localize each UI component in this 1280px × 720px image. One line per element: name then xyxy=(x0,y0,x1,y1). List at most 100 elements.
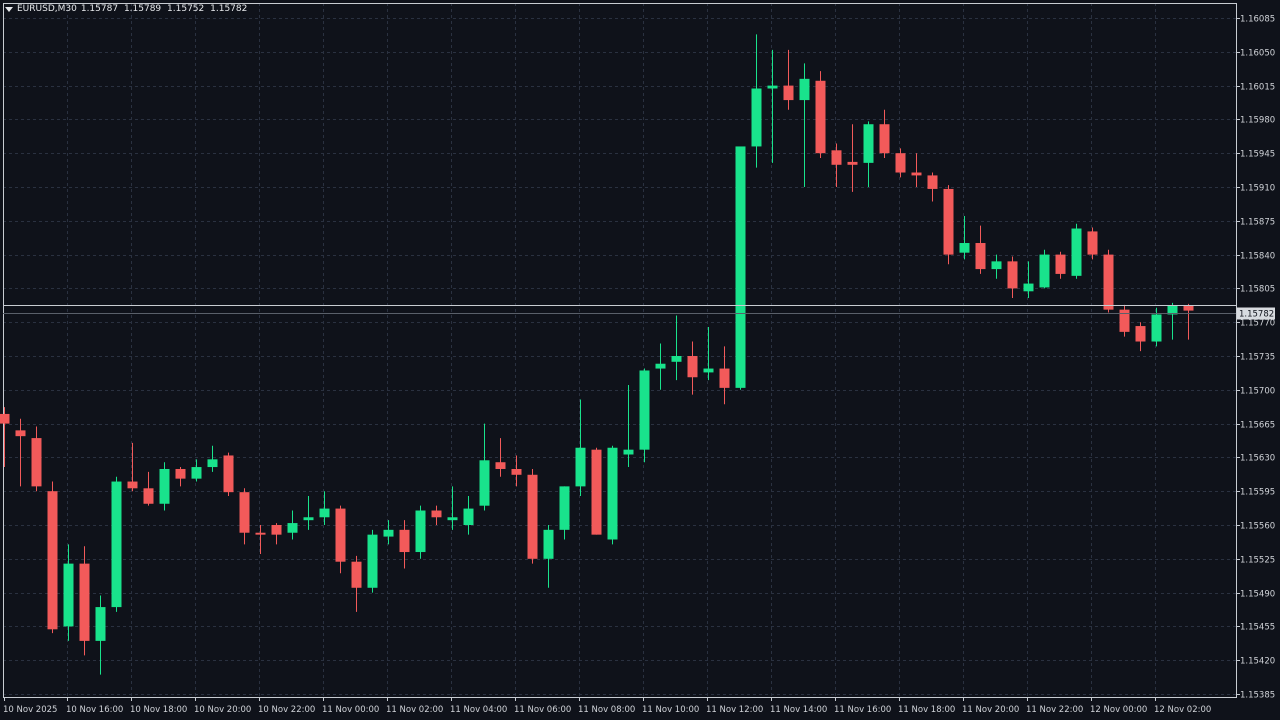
candle-body xyxy=(1087,231,1098,255)
candle-body xyxy=(991,261,1002,270)
candle-body xyxy=(719,368,730,388)
current-price-label: 1.15782 xyxy=(1239,310,1274,320)
candle-body xyxy=(255,532,266,535)
candle-body xyxy=(495,462,506,469)
x-tick-label: 11 Nov 14:00 xyxy=(770,705,827,715)
candle-body xyxy=(303,517,314,521)
candle-body xyxy=(1055,254,1066,274)
candle-body xyxy=(1183,305,1194,311)
candle-body xyxy=(783,85,794,101)
candle-body xyxy=(607,447,618,540)
candle-body xyxy=(0,413,10,424)
y-tick-label: 1.15700 xyxy=(1240,387,1275,397)
time-axis[interactable]: 10 Nov 2025 10 Nov 16:00 10 Nov 18:00 10 No… xyxy=(3,697,1211,715)
candle-body xyxy=(895,153,906,173)
x-tick-label: 11 Nov 08:00 xyxy=(578,705,635,715)
candle-body xyxy=(831,150,842,165)
y-tick-label: 1.15945 xyxy=(1240,150,1275,160)
dropdown-triangle-icon[interactable] xyxy=(5,6,13,12)
candle-body xyxy=(415,510,426,553)
y-tick-label: 1.15455 xyxy=(1240,623,1275,633)
candle-body xyxy=(159,468,170,504)
candle-body xyxy=(879,124,890,154)
candle-body xyxy=(767,85,778,89)
chart-header: EURUSD,M30 1.15787 1.15789 1.15752 1.157… xyxy=(5,4,250,14)
y-tick-label: 1.15980 xyxy=(1240,116,1275,126)
candle-body xyxy=(927,175,938,189)
candle-body xyxy=(79,563,90,641)
x-tick-label: 11 Nov 06:00 xyxy=(514,705,571,715)
candle-body xyxy=(863,124,874,163)
candle-body xyxy=(687,356,698,378)
candle-body xyxy=(31,438,42,487)
candle-body xyxy=(1167,305,1178,315)
candles xyxy=(0,34,1194,675)
y-tick-label: 1.15840 xyxy=(1240,252,1275,262)
candle-body xyxy=(943,188,954,255)
candle-body xyxy=(735,146,746,388)
y-tick-label: 1.15490 xyxy=(1240,590,1275,600)
candle-body xyxy=(799,78,810,101)
x-tick-label: 11 Nov 20:00 xyxy=(962,705,1019,715)
x-tick-label: 11 Nov 10:00 xyxy=(642,705,699,715)
candle-body xyxy=(847,161,858,165)
candle-body xyxy=(287,523,298,533)
candle-body xyxy=(207,459,218,468)
candle-body xyxy=(47,491,58,630)
candle-body xyxy=(511,468,522,475)
candle-body xyxy=(655,363,666,369)
candle-body xyxy=(1071,228,1082,276)
candle-body xyxy=(271,525,282,535)
candle-body xyxy=(815,80,826,154)
y-tick-label: 1.15665 xyxy=(1240,421,1275,431)
candle-body xyxy=(1039,254,1050,288)
current-price-box xyxy=(1237,307,1275,320)
y-tick-label: 1.15420 xyxy=(1240,657,1275,667)
plot-border xyxy=(3,3,1237,698)
price-lines xyxy=(3,305,1236,314)
candle-body xyxy=(559,486,570,530)
y-tick-label: 1.16050 xyxy=(1240,49,1275,59)
y-tick-label: 1.16015 xyxy=(1240,83,1275,93)
close-value: 1.15782 xyxy=(210,4,248,14)
candle-body xyxy=(703,368,714,373)
y-tick-label: 1.15875 xyxy=(1240,218,1275,228)
low-value: 1.15752 xyxy=(167,4,205,14)
y-tick-label: 1.15385 xyxy=(1240,691,1275,701)
candle-body xyxy=(1151,314,1162,342)
candle-body xyxy=(143,488,154,504)
candle-body xyxy=(527,474,538,559)
x-tick-label: 10 Nov 16:00 xyxy=(66,705,123,715)
x-tick-label: 11 Nov 18:00 xyxy=(898,705,955,715)
candle-body xyxy=(319,508,330,518)
symbol-label: EURUSD,M30 xyxy=(17,4,77,14)
x-tick-label: 10 Nov 22:00 xyxy=(258,705,315,715)
candle-body xyxy=(1103,254,1114,310)
y-tick-label: 1.15595 xyxy=(1240,488,1275,498)
y-tick-label: 1.15770 xyxy=(1240,319,1275,329)
candle-body xyxy=(1119,309,1130,332)
x-tick-label: 10 Nov 2025 xyxy=(3,705,57,715)
candle-body xyxy=(95,607,106,641)
candle-body xyxy=(431,510,442,518)
x-tick-label: 12 Nov 00:00 xyxy=(1090,705,1147,715)
candle-body xyxy=(447,517,458,521)
open-value: 1.15787 xyxy=(80,4,119,14)
y-tick-label: 1.15805 xyxy=(1240,285,1275,295)
high-value: 1.15789 xyxy=(123,4,162,14)
x-tick-label: 11 Nov 22:00 xyxy=(1026,705,1083,715)
candle-body xyxy=(575,447,586,487)
candle-body xyxy=(63,563,74,627)
candle-body xyxy=(543,529,554,559)
ohlc-values: 1.15787 1.15789 1.15752 1.15782 xyxy=(81,4,251,14)
y-tick-label: 1.15525 xyxy=(1240,556,1275,566)
candle-body xyxy=(591,449,602,535)
price-axis[interactable]: 1.16085 1.16050 1.16015 1.15980 1.15945 1.159… xyxy=(1236,15,1275,701)
candle-body xyxy=(111,481,122,608)
candle-body xyxy=(1023,283,1034,292)
x-tick-label: 11 Nov 00:00 xyxy=(322,705,379,715)
candle-body xyxy=(1135,326,1146,342)
candle-body xyxy=(639,370,650,450)
